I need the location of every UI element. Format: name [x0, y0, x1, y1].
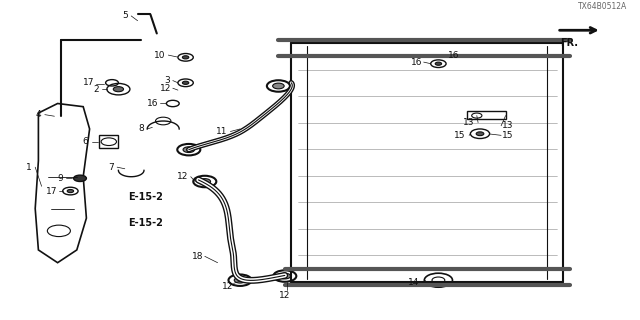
Circle shape: [234, 277, 246, 283]
Text: 7: 7: [108, 163, 114, 172]
Text: 6: 6: [83, 137, 88, 146]
Text: 1: 1: [26, 163, 32, 172]
Text: 14: 14: [408, 278, 419, 287]
Circle shape: [182, 81, 189, 84]
Bar: [99, 135, 118, 148]
Text: E-15-2: E-15-2: [128, 192, 163, 203]
Text: 3: 3: [164, 76, 170, 85]
Text: 9: 9: [57, 174, 63, 183]
Text: E-15-2: E-15-2: [128, 218, 163, 228]
Circle shape: [279, 273, 291, 279]
Text: 13: 13: [502, 121, 514, 130]
Text: TX64B0512A: TX64B0512A: [578, 2, 627, 11]
Text: 4: 4: [36, 110, 42, 119]
Circle shape: [273, 83, 284, 89]
Text: 12: 12: [160, 84, 172, 93]
Text: 16: 16: [411, 58, 422, 67]
Text: 10: 10: [154, 51, 165, 60]
Text: 12: 12: [177, 172, 189, 181]
Bar: [467, 111, 506, 119]
Text: 12: 12: [221, 282, 233, 291]
Text: 12: 12: [279, 291, 291, 300]
Text: 5: 5: [122, 12, 128, 20]
Circle shape: [67, 189, 74, 193]
Text: 2: 2: [93, 85, 99, 94]
Text: 15: 15: [454, 131, 466, 140]
Circle shape: [183, 147, 195, 153]
Text: 17: 17: [83, 78, 95, 87]
Circle shape: [182, 56, 189, 59]
Circle shape: [199, 179, 211, 184]
Text: 15: 15: [502, 131, 514, 140]
Circle shape: [476, 132, 484, 136]
Circle shape: [74, 175, 86, 181]
Circle shape: [113, 87, 124, 92]
Text: 8: 8: [138, 124, 144, 133]
Text: 17: 17: [46, 187, 58, 196]
Text: 13: 13: [463, 118, 475, 127]
Text: 11: 11: [216, 127, 227, 136]
Circle shape: [435, 62, 442, 65]
Text: 18: 18: [192, 252, 204, 261]
Text: 16: 16: [448, 51, 460, 60]
Text: FR.: FR.: [560, 38, 578, 48]
Text: 16: 16: [147, 99, 159, 108]
